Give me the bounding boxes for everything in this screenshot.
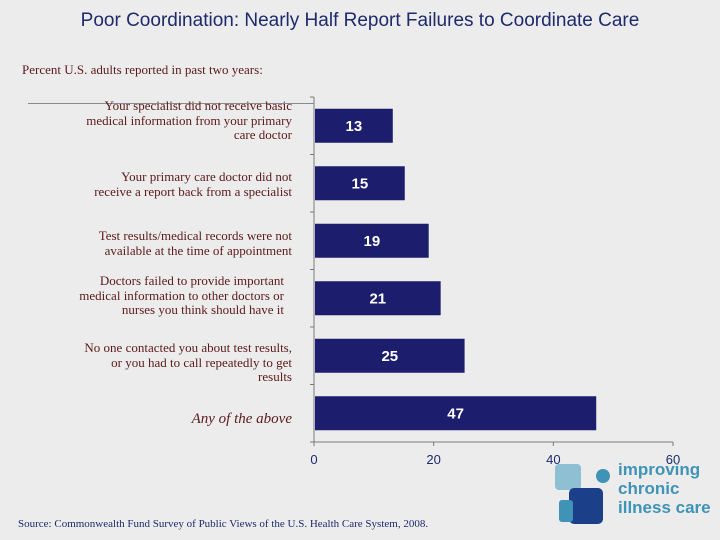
improving-chronic-illness-care-logo: improving chronic illness care [553, 460, 713, 530]
x-tick-label-3: 60 [666, 452, 680, 467]
category-label-4: No one contacted you about test results,… [84, 340, 292, 384]
bar-value-label-2: 19 [363, 233, 380, 250]
logo-mark-icon [555, 464, 610, 524]
category-label-3: Doctors failed to provide important medi… [79, 273, 284, 317]
bar-2 [315, 223, 429, 258]
chart-subtitle: Percent U.S. adults reported in past two… [22, 62, 263, 77]
bar-3 [315, 281, 441, 316]
source-note: Source: Commonwealth Fund Survey of Publ… [18, 518, 429, 530]
category-label-5: Any of the above [191, 411, 292, 427]
bar-5 [315, 396, 597, 431]
category-label-1: Your primary care doctor did not receive… [94, 169, 292, 199]
category-label-0: Your specialist did not receive basic me… [86, 98, 292, 142]
category-label-2: Test results/medical records were not av… [98, 228, 292, 258]
bar-4 [315, 338, 465, 373]
logo-text: improving chronic illness care [618, 460, 711, 517]
chart-title: Poor Coordination: Nearly Half Report Fa… [80, 10, 640, 31]
bar-value-label-5: 47 [447, 405, 464, 422]
header-rule [28, 103, 314, 104]
x-tick-label-2: 40 [546, 452, 560, 467]
x-tick-label-1: 20 [426, 452, 440, 467]
bar-0 [315, 108, 393, 143]
x-tick-label-0: 0 [310, 452, 317, 467]
bar-1 [315, 166, 405, 201]
bar-value-label-1: 15 [352, 175, 369, 192]
bar-value-label-4: 25 [381, 348, 398, 365]
bar-value-label-3: 21 [369, 290, 386, 307]
bar-value-label-0: 13 [346, 118, 363, 135]
